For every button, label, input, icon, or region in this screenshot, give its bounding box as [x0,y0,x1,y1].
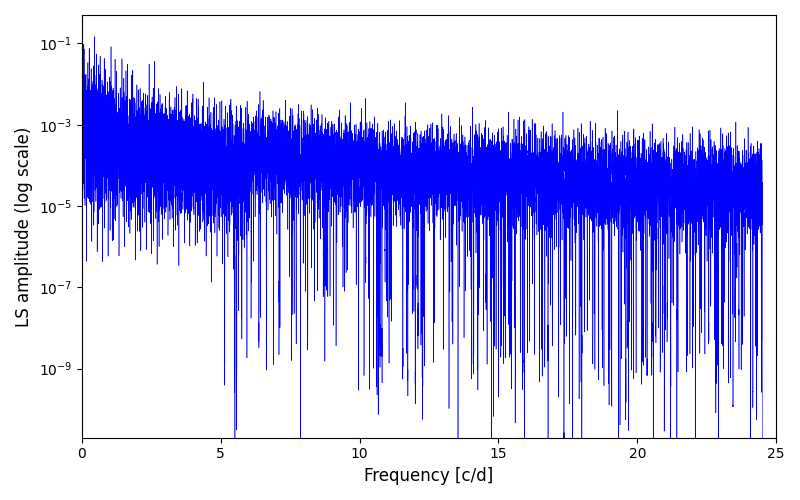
Y-axis label: LS amplitude (log scale): LS amplitude (log scale) [15,126,33,326]
X-axis label: Frequency [c/d]: Frequency [c/d] [364,467,494,485]
